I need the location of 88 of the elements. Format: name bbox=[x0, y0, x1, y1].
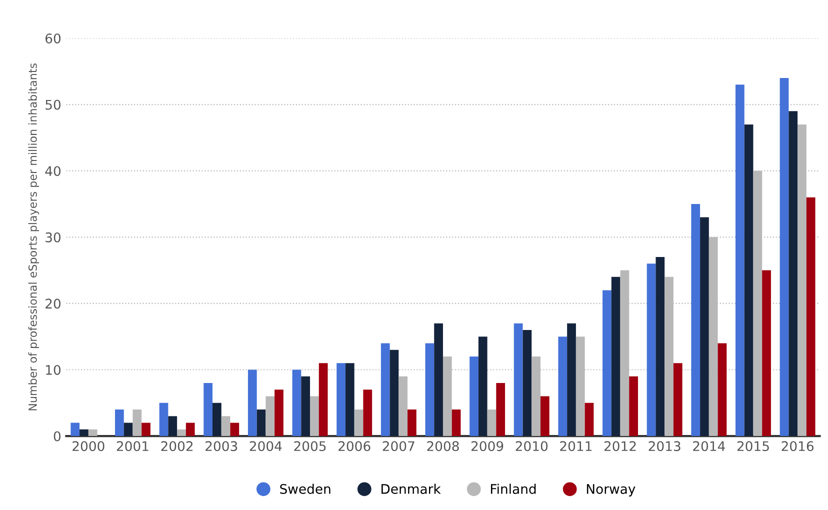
y-tick-label: 40 bbox=[45, 166, 60, 176]
bar bbox=[558, 336, 568, 436]
bar bbox=[88, 429, 98, 436]
bar bbox=[478, 336, 488, 436]
x-tick-label: 2015 bbox=[737, 441, 769, 452]
legend-label: Sweden bbox=[280, 484, 330, 494]
bar bbox=[354, 410, 364, 436]
x-tick-label: 2014 bbox=[693, 441, 725, 452]
bar bbox=[168, 416, 178, 436]
bar bbox=[380, 343, 390, 436]
bar bbox=[567, 323, 576, 436]
bar bbox=[691, 204, 700, 436]
bar bbox=[522, 330, 532, 436]
x-tick-label: 2009 bbox=[471, 441, 504, 452]
y-axis-title: Number of professional eSports players per million inhabitants bbox=[28, 63, 40, 410]
bar bbox=[646, 264, 656, 436]
bar bbox=[70, 422, 80, 436]
x-tick-label: 2006 bbox=[338, 441, 370, 452]
y-tick-label: 20 bbox=[46, 298, 60, 309]
bar bbox=[762, 270, 771, 436]
x-tick-label: 2000 bbox=[72, 441, 104, 452]
bar bbox=[114, 410, 124, 436]
bar bbox=[266, 396, 275, 436]
bar bbox=[398, 376, 408, 436]
bar bbox=[186, 422, 195, 436]
bar bbox=[656, 257, 665, 436]
bar bbox=[514, 323, 523, 436]
y-tick-label: 0 bbox=[54, 431, 61, 442]
bar bbox=[301, 376, 310, 436]
bar bbox=[434, 323, 443, 436]
x-tick-label: 2004 bbox=[250, 441, 282, 452]
y-tick-label: 30 bbox=[46, 232, 60, 242]
bar bbox=[248, 370, 257, 436]
bar bbox=[602, 290, 612, 436]
x-tick-label: 2016 bbox=[782, 441, 814, 452]
x-tick-label: 2001 bbox=[116, 441, 148, 452]
y-tick-label: 60 bbox=[46, 33, 60, 44]
y-tick-label: 10 bbox=[46, 364, 60, 375]
legend-label: Denmark bbox=[382, 484, 441, 494]
bar bbox=[142, 422, 150, 436]
bar bbox=[159, 402, 168, 436]
bar bbox=[780, 78, 789, 436]
bar bbox=[736, 84, 744, 436]
bar bbox=[80, 429, 88, 436]
bar bbox=[744, 124, 754, 436]
x-tick-label: 2002 bbox=[161, 441, 193, 452]
x-tick-label: 2011 bbox=[560, 441, 592, 452]
bar bbox=[363, 390, 372, 436]
bar bbox=[611, 276, 620, 436]
y-tick-label: 50 bbox=[46, 100, 60, 110]
bar bbox=[452, 410, 461, 436]
bar bbox=[584, 402, 594, 436]
bar bbox=[256, 410, 266, 436]
bar bbox=[345, 363, 354, 436]
bar bbox=[425, 343, 434, 436]
x-tick-label: 2005 bbox=[294, 441, 326, 452]
bar bbox=[408, 410, 416, 436]
x-tick-label: 2012 bbox=[604, 441, 636, 452]
bar bbox=[230, 422, 240, 436]
bar bbox=[318, 363, 328, 436]
bar bbox=[204, 383, 213, 436]
bar bbox=[310, 396, 319, 436]
bar bbox=[124, 422, 133, 436]
bar bbox=[806, 197, 816, 436]
bar bbox=[629, 376, 638, 436]
bar bbox=[132, 410, 142, 436]
bar bbox=[336, 363, 346, 436]
x-tick-label: 2003 bbox=[206, 441, 238, 452]
bar bbox=[212, 402, 222, 436]
bar bbox=[221, 416, 230, 436]
bar bbox=[177, 429, 186, 436]
bar bbox=[700, 217, 709, 436]
bar bbox=[470, 356, 478, 436]
bar bbox=[274, 390, 284, 436]
x-tick-label: 2007 bbox=[382, 441, 414, 452]
x-tick-label: 2010 bbox=[516, 441, 548, 452]
bar bbox=[496, 383, 506, 436]
legend-label: Norway bbox=[586, 484, 636, 496]
x-tick-label: 2013 bbox=[648, 441, 680, 452]
bar bbox=[673, 363, 682, 436]
bar bbox=[718, 343, 727, 436]
bar bbox=[487, 410, 496, 436]
bar bbox=[788, 111, 798, 436]
bar bbox=[292, 370, 302, 436]
bar bbox=[390, 350, 399, 436]
x-tick-label: 2008 bbox=[427, 441, 459, 452]
legend-label: Finland bbox=[490, 484, 536, 494]
bar bbox=[540, 396, 550, 436]
